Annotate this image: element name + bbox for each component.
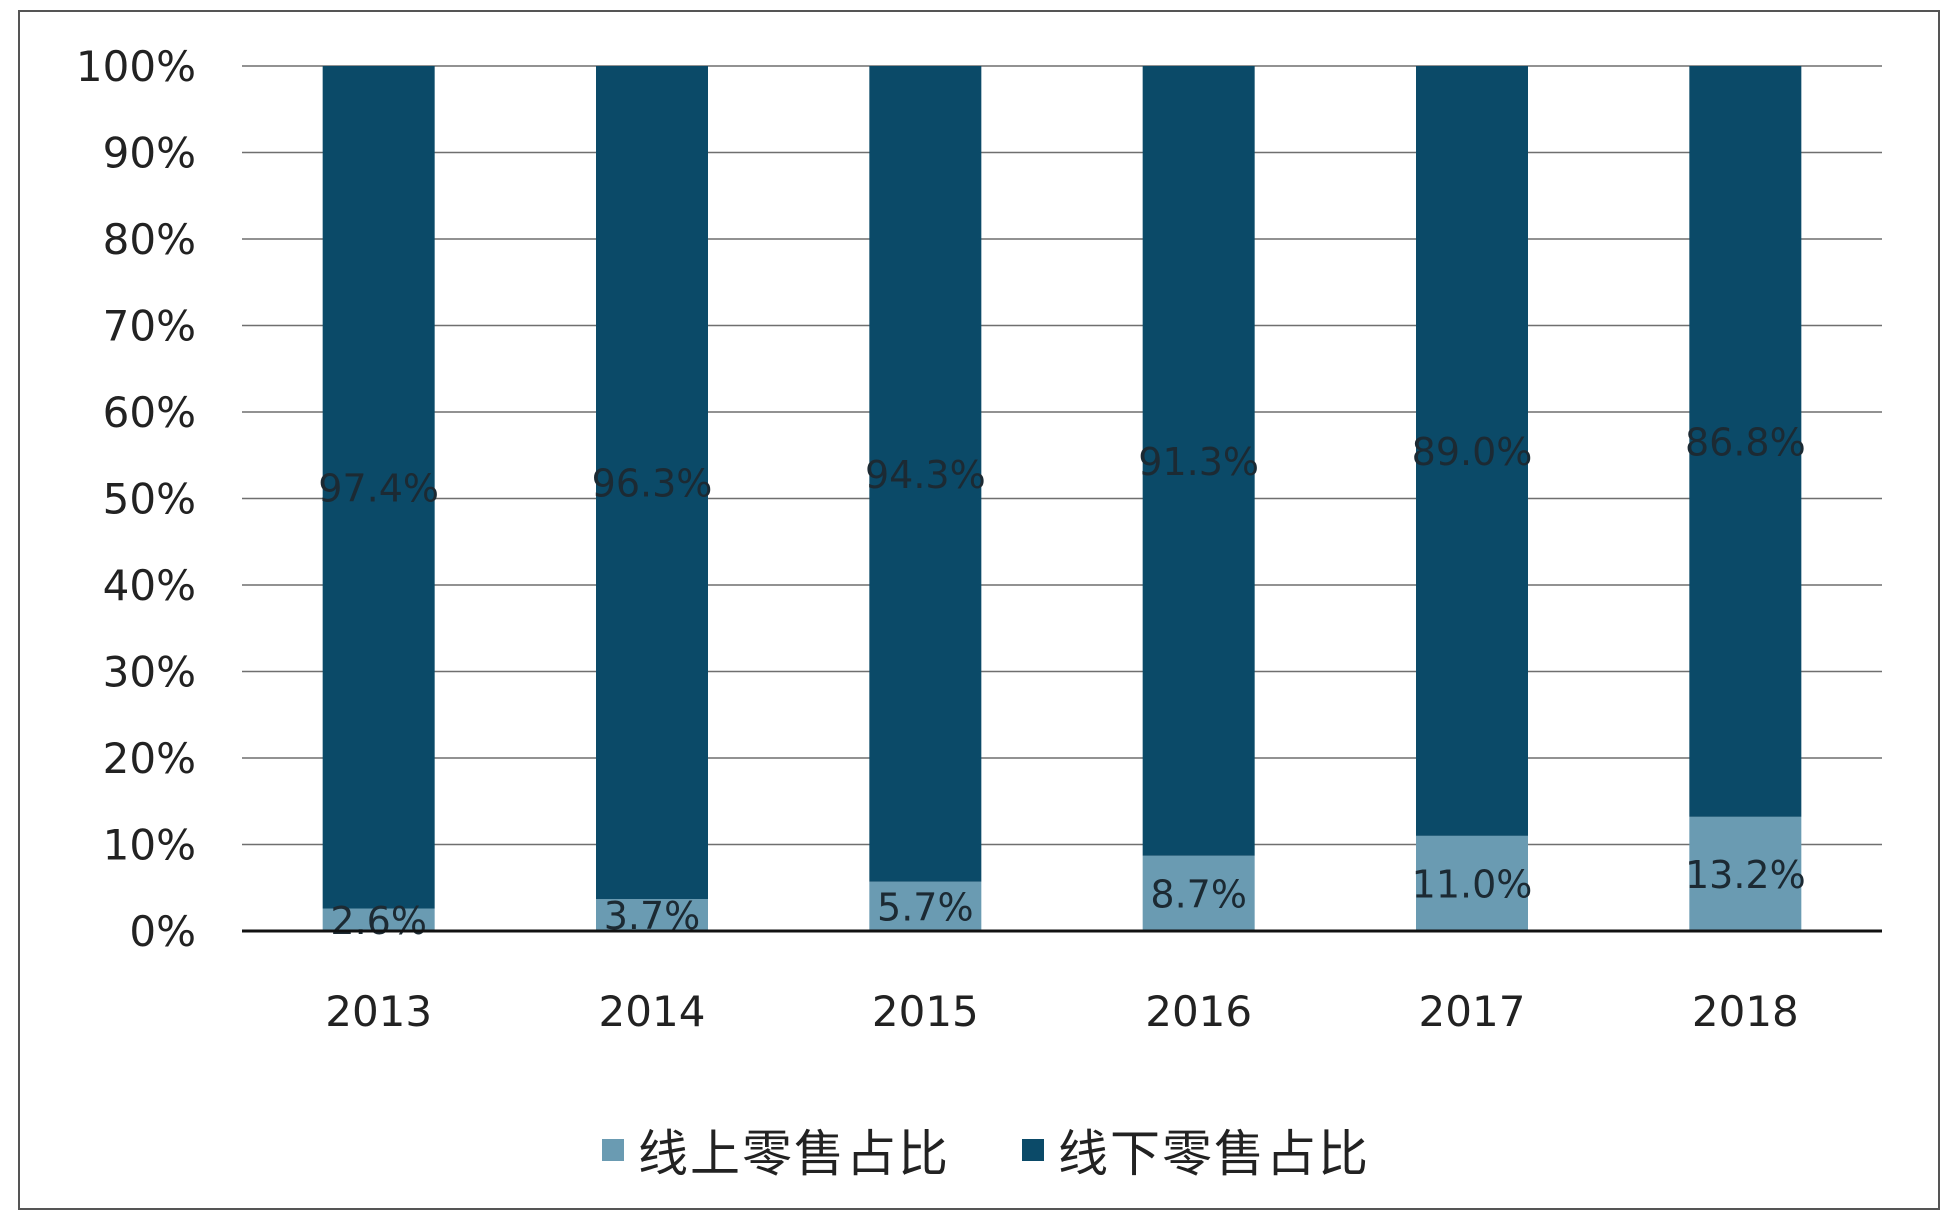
y-tick-label: 0% xyxy=(129,907,196,956)
data-label-online: 13.2% xyxy=(1685,853,1806,897)
x-tick-label: 2018 xyxy=(1692,987,1799,1036)
bar-offline xyxy=(1416,66,1528,836)
y-tick-label: 50% xyxy=(103,475,196,524)
y-tick-label: 20% xyxy=(103,734,196,783)
x-tick-label: 2014 xyxy=(599,987,706,1036)
bar-offline xyxy=(869,66,982,882)
data-label-offline: 86.8% xyxy=(1685,420,1806,464)
data-label-online: 2.6% xyxy=(330,899,427,943)
data-label-online: 11.0% xyxy=(1412,862,1533,906)
data-label-online: 5.7% xyxy=(877,885,974,929)
legend-online: 线上零售占比 xyxy=(602,1120,950,1183)
data-label-offline: 89.0% xyxy=(1412,430,1533,474)
legend-online-label: 线上零售占比 xyxy=(638,1125,950,1183)
data-label-offline: 96.3% xyxy=(592,461,713,505)
legend-offline-label: 线下零售占比 xyxy=(1058,1125,1370,1183)
y-tick-label: 40% xyxy=(103,561,196,610)
y-tick-label: 90% xyxy=(103,129,196,178)
y-tick-label: 60% xyxy=(103,388,196,437)
data-label-offline: 97.4% xyxy=(318,466,439,510)
bar-offline xyxy=(322,66,435,909)
bar-offline xyxy=(1142,66,1255,856)
legend-offline-swatch xyxy=(1022,1139,1044,1161)
chart-frame: 0% 10% 20% 30% 40% 50% 60% 70% 80% 90% 100% 2.6% 97.… xyxy=(18,10,1940,1210)
data-label-offline: 91.3% xyxy=(1138,440,1259,484)
x-tick-label: 2013 xyxy=(325,987,432,1036)
x-tick-label: 2017 xyxy=(1419,987,1526,1036)
y-tick-label: 80% xyxy=(103,215,196,264)
bar-offline xyxy=(1689,66,1802,817)
stacked-bar-chart: 0% 10% 20% 30% 40% 50% 60% 70% 80% 90% 100% 2.6% 97.… xyxy=(76,42,1882,1036)
legend-online-swatch xyxy=(602,1139,624,1161)
bar-online xyxy=(1416,835,1528,931)
bar-online xyxy=(322,908,435,931)
bar-online xyxy=(1142,855,1255,931)
x-tick-label: 2015 xyxy=(872,987,979,1036)
y-tick-label: 30% xyxy=(103,648,196,697)
bar-online xyxy=(596,898,708,931)
legend-offline: 线下零售占比 xyxy=(1022,1120,1370,1183)
y-tick-label: 70% xyxy=(103,302,196,351)
data-label-online: 8.7% xyxy=(1150,872,1247,916)
bar-online xyxy=(869,881,982,931)
y-tick-label: 100% xyxy=(76,42,196,91)
data-label-offline: 94.3% xyxy=(865,453,986,497)
bar-offline xyxy=(596,66,708,899)
x-tick-label: 2016 xyxy=(1145,987,1252,1036)
y-tick-label: 10% xyxy=(103,821,196,870)
bar-online xyxy=(1689,816,1802,931)
